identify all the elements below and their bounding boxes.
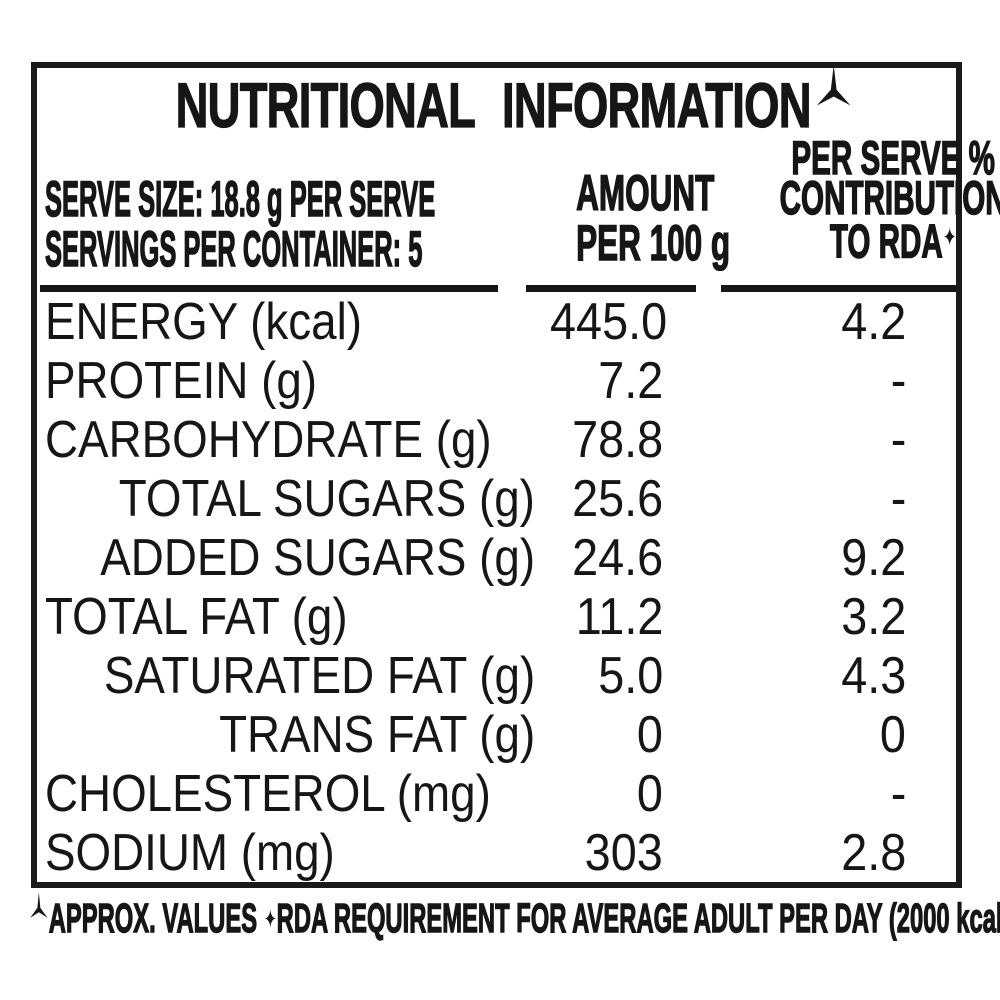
rda-column-header: PER SERVE % CONTRIBUTION TO RDA✦ [713, 131, 1000, 284]
footnote-approx-text: APPROX. VALUES [48, 895, 258, 941]
serve-size-text: SERVE SIZE: 18.8 g PER SERVE [45, 171, 436, 227]
row-label: SATURATED FAT (g) [103, 646, 535, 705]
row-amount: 78.8 [571, 410, 663, 469]
row-rda: 2.8 [840, 823, 906, 882]
row-rda: 4.3 [840, 646, 906, 705]
row-label: SODIUM (mg) [45, 823, 335, 882]
footnote: APPROX. VALUES ✦ RDA REQUIREMENT FOR AVE… [29, 892, 1000, 942]
row-amount: 24.6 [571, 528, 663, 587]
table-row-sodium: SODIUM (mg) 303 2.8 [37, 823, 956, 882]
row-rda: - [890, 764, 906, 823]
table-row-cholesterol: CHOLESTEROL (mg) 0 - [37, 764, 956, 823]
row-label: ADDED SUGARS (g) [100, 528, 535, 587]
divider-segment-left [40, 285, 498, 292]
table-row-carbohydrate: CARBOHYDRATE (g) 78.8 - [37, 410, 956, 469]
label-title: NUTRITIONAL INFORMATION [176, 71, 813, 141]
row-rda: - [890, 351, 906, 410]
divider-segment-middle [526, 285, 696, 292]
row-rda: - [890, 410, 906, 469]
three-pointed-star-icon [817, 65, 852, 106]
rda-header-line3: TO RDA✦ [829, 214, 957, 268]
table-row-trans-fat: TRANS FAT (g) 0 0 [37, 705, 956, 764]
row-rda: 3.2 [840, 587, 906, 646]
row-amount: 0 [636, 764, 663, 823]
divider-segment-right [721, 285, 956, 292]
table-row-energy: ENERGY (kcal) 445.0 4.2 [37, 292, 956, 351]
row-rda: - [890, 469, 906, 528]
table-row-total-fat: TOTAL FAT (g) 11.2 3.2 [37, 587, 956, 646]
table-row-added-sugars: ADDED SUGARS (g) 24.6 9.2 [37, 528, 956, 587]
rda-header-line1: PER SERVE % [791, 131, 995, 184]
amount-header-line1: AMOUNT [576, 165, 715, 221]
row-label: CARBOHYDRATE (g) [45, 410, 492, 469]
label-title-row: NUTRITIONAL INFORMATION [37, 65, 956, 141]
footnote-rda-text: RDA REQUIREMENT FOR AVERAGE ADULT PER DA… [276, 895, 1000, 941]
table-row-total-sugars: TOTAL SUGARS (g) 25.6 - [37, 469, 956, 528]
rda-header-line2: CONTRIBUTION [779, 171, 1000, 224]
amount-column-header: AMOUNT PER 100 g [545, 138, 731, 284]
row-amount: 303 [584, 823, 663, 882]
table-row-protein: PROTEIN (g) 7.2 - [37, 351, 956, 410]
row-rda: 9.2 [840, 528, 906, 587]
row-label: CHOLESTEROL (mg) [45, 764, 491, 823]
row-amount: 445.0 [550, 292, 668, 351]
row-amount: 25.6 [571, 469, 663, 528]
row-label: TOTAL SUGARS (g) [118, 469, 535, 528]
row-label: TOTAL FAT (g) [45, 587, 348, 646]
header-divider [37, 285, 956, 292]
row-label: PROTEIN (g) [45, 351, 318, 410]
nutrition-label-box: NUTRITIONAL INFORMATION SERVE SIZE: 18.8… [31, 62, 1000, 888]
row-amount: 11.2 [575, 587, 663, 646]
amount-header-line2: PER 100 g [576, 215, 731, 271]
row-label: ENERGY (kcal) [45, 292, 362, 351]
nutrition-table-body: ENERGY (kcal) 445.0 4.2 PROTEIN (g) 7.2 … [37, 292, 956, 882]
three-pointed-star-icon [30, 892, 48, 918]
servings-per-container-text: SERVINGS PER CONTAINER: 5 [45, 221, 423, 277]
row-label: TRANS FAT (g) [218, 705, 535, 764]
serving-info-header: SERVE SIZE: 18.8 g PER SERVE SERVINGS PE… [37, 138, 545, 284]
row-rda: 4.2 [840, 292, 906, 351]
row-rda: 0 [879, 705, 906, 764]
row-amount: 7.2 [597, 351, 663, 410]
row-amount: 0 [636, 705, 663, 764]
four-pointed-star-icon: ✦ [942, 223, 957, 253]
row-amount: 5.0 [597, 646, 663, 705]
four-pointed-star-icon: ✦ [264, 905, 277, 935]
table-row-saturated-fat: SATURATED FAT (g) 5.0 4.3 [37, 646, 956, 705]
column-header-row: SERVE SIZE: 18.8 g PER SERVE SERVINGS PE… [37, 133, 1000, 284]
